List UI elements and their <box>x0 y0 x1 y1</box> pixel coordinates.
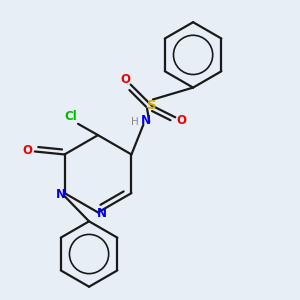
Text: O: O <box>22 143 32 157</box>
Text: N: N <box>141 114 151 127</box>
Text: S: S <box>147 99 156 112</box>
Text: O: O <box>177 114 187 127</box>
Text: N: N <box>97 207 106 220</box>
Text: N: N <box>56 188 66 201</box>
Text: O: O <box>120 73 130 86</box>
Text: Cl: Cl <box>65 110 78 123</box>
Text: H: H <box>131 117 139 127</box>
